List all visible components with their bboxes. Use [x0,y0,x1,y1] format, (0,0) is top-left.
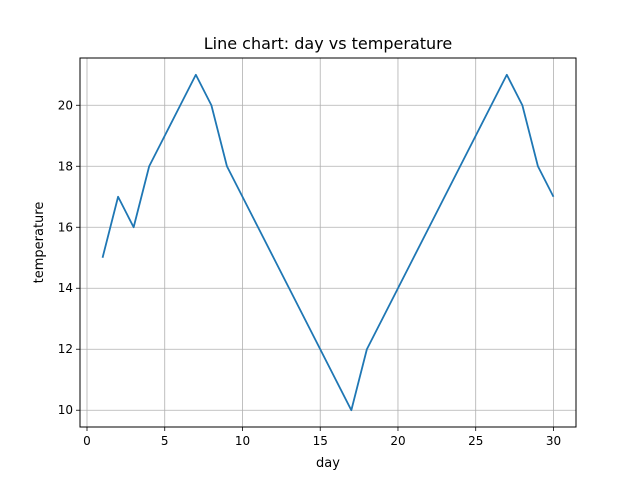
x-tick-label: 20 [390,434,405,448]
x-tick-label: 30 [546,434,561,448]
y-tick-label: 20 [58,98,73,112]
axis-ticks: 0 5 10 15 20 25 30 10 12 14 16 18 20 [58,98,561,448]
x-tick-label: 15 [313,434,328,448]
x-tick-label: 0 [83,434,91,448]
gridlines [80,58,576,427]
plot-frame [79,57,577,428]
chart-title: Line chart: day vs temperature [204,34,452,53]
x-tick-label: 10 [235,434,250,448]
y-tick-label: 14 [58,281,73,295]
y-tick-label: 10 [58,403,73,417]
y-tick-label: 18 [58,159,73,173]
series-line-temperature [101,73,555,412]
y-tick-label: 16 [58,220,73,234]
y-tick-label: 12 [58,342,73,356]
x-tick-label: 25 [468,434,483,448]
y-axis-label: temperature [32,202,47,284]
x-tick-label: 5 [161,434,169,448]
x-axis-label: day [316,456,340,471]
